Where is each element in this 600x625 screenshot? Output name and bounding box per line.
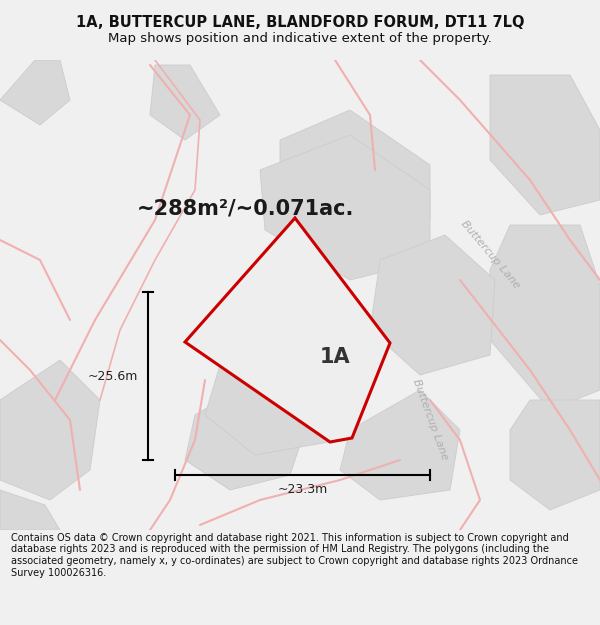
Text: 1A: 1A (320, 347, 351, 367)
Text: Buttercup Lane: Buttercup Lane (410, 378, 449, 462)
Text: Contains OS data © Crown copyright and database right 2021. This information is : Contains OS data © Crown copyright and d… (11, 533, 578, 578)
Polygon shape (185, 218, 390, 442)
Polygon shape (340, 390, 460, 500)
Polygon shape (370, 235, 495, 375)
Polygon shape (510, 400, 600, 510)
Polygon shape (205, 340, 360, 455)
Text: 1A, BUTTERCUP LANE, BLANDFORD FORUM, DT11 7LQ: 1A, BUTTERCUP LANE, BLANDFORD FORUM, DT1… (76, 15, 524, 30)
Polygon shape (0, 490, 60, 530)
Polygon shape (185, 380, 310, 490)
Polygon shape (0, 360, 100, 500)
Polygon shape (260, 135, 430, 280)
Polygon shape (490, 75, 600, 215)
Text: ~288m²/~0.071ac.: ~288m²/~0.071ac. (136, 198, 353, 218)
Text: Map shows position and indicative extent of the property.: Map shows position and indicative extent… (108, 32, 492, 45)
Polygon shape (150, 65, 220, 140)
Text: ~23.3m: ~23.3m (277, 483, 328, 496)
Text: Buttercup Lane: Buttercup Lane (458, 219, 521, 291)
Polygon shape (490, 225, 600, 410)
Polygon shape (0, 60, 70, 125)
Text: ~25.6m: ~25.6m (88, 369, 138, 382)
Polygon shape (280, 110, 430, 235)
